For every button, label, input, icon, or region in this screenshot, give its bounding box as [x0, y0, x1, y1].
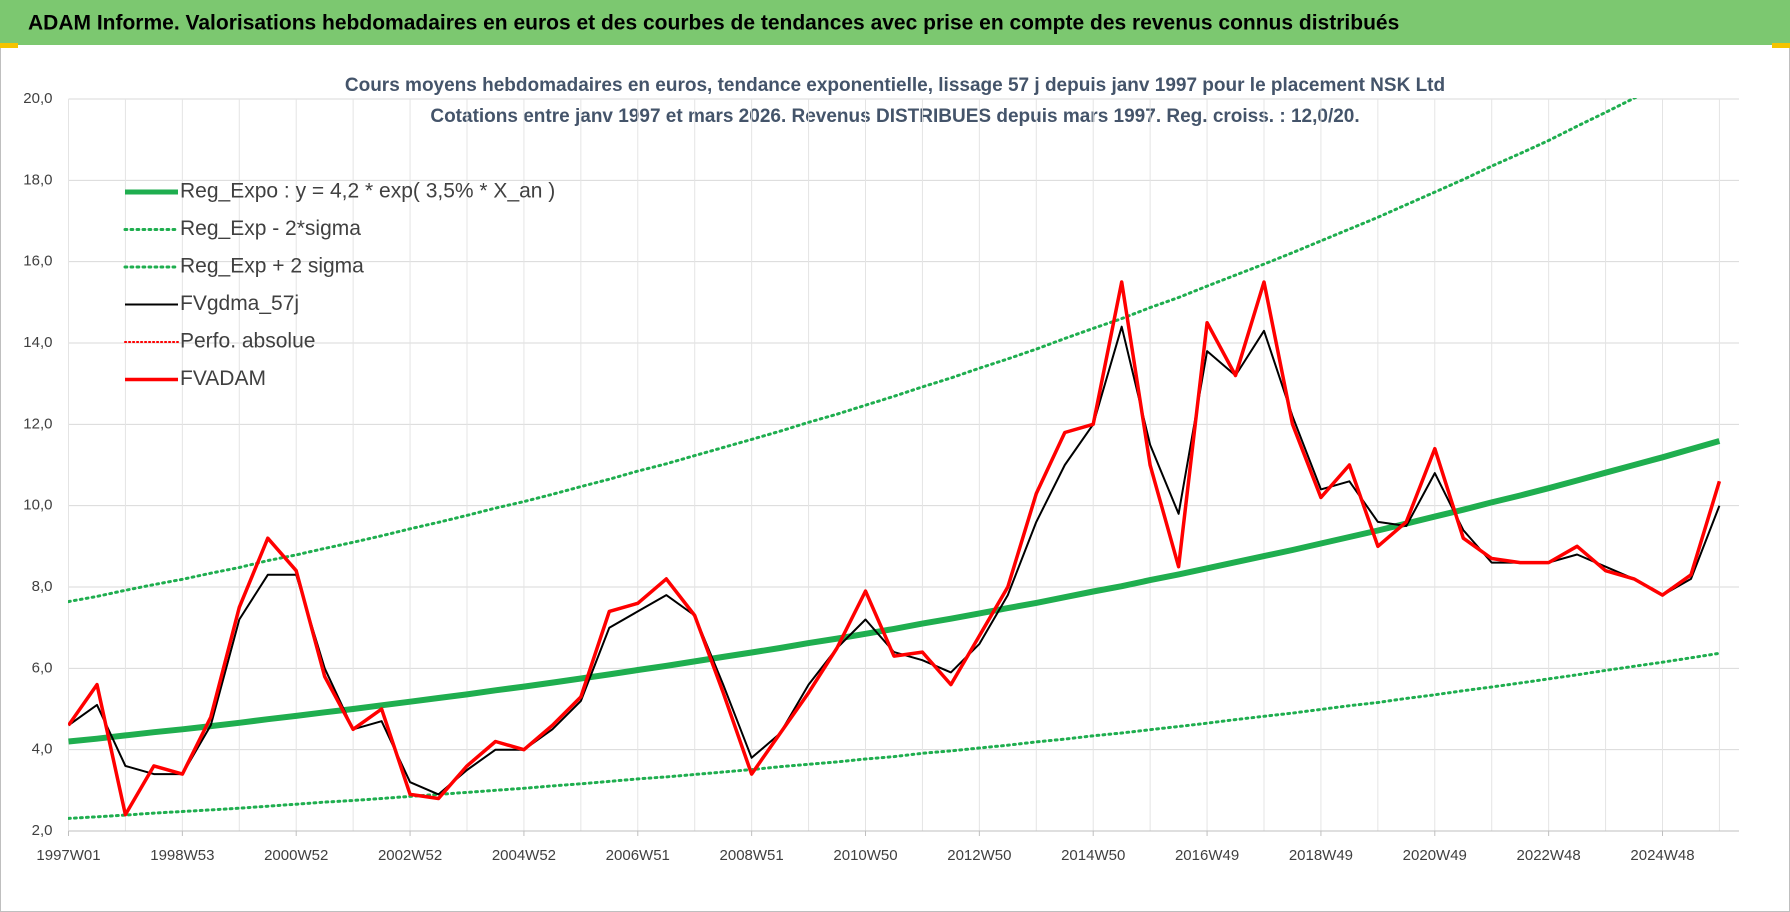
- legend-label: FVADAM: [180, 367, 266, 390]
- x-tick-label: 2016W49: [1175, 847, 1239, 864]
- series-line: [68, 98, 1638, 604]
- x-tick-label: 2000W52: [264, 847, 328, 864]
- series-line: [68, 280, 1722, 817]
- x-tick-label: 2022W48: [1517, 847, 1581, 864]
- plot: [68, 98, 1722, 820]
- x-tick-label: 2018W49: [1289, 847, 1353, 864]
- y-tick-label: 18,0: [23, 171, 52, 188]
- x-tick-label: 2020W49: [1403, 847, 1467, 864]
- y-tick-label: 4,0: [32, 741, 53, 758]
- x-tick-label: 2014W50: [1061, 847, 1125, 864]
- series-line: [68, 651, 1721, 820]
- chart-subtitle: Cotations entre janv 1997 et mars 2026. …: [430, 106, 1359, 127]
- chart-title: Cours moyens hebdomadaires en euros, ten…: [345, 75, 1445, 96]
- x-tick-label: 2002W52: [378, 847, 442, 864]
- corner-mark: [1772, 43, 1790, 48]
- header-title: ADAM Informe. Valorisations hebdomadaire…: [28, 12, 1399, 35]
- legend-label: Reg_Exp - 2*sigma: [180, 217, 361, 240]
- y-tick-label: 2,0: [32, 822, 53, 839]
- grid: 2,0 4,0 6,0 8,0 10,0 12,0 14,0 16,0 18,0 20,0 1997…: [23, 90, 1739, 864]
- y-tick-label: 16,0: [23, 253, 52, 270]
- y-tick-label: 12,0: [23, 415, 52, 432]
- x-tick-label: 2008W51: [720, 847, 784, 864]
- header-bar: [0, 0, 1790, 45]
- legend-label: Reg_Expo : y = 4,2 * exp( 3,5% * X_an ): [180, 180, 555, 203]
- x-tick-label: 2006W51: [606, 847, 670, 864]
- x-tick-label: 2012W50: [947, 847, 1011, 864]
- y-tick-label: 14,0: [23, 334, 52, 351]
- x-tick-label: 1998W53: [150, 847, 214, 864]
- corner-mark: [0, 43, 18, 48]
- y-tick-label: 8,0: [32, 578, 53, 595]
- x-tick-label: 1997W01: [36, 847, 100, 864]
- legend-label: FVgdma_57j: [180, 292, 299, 315]
- x-tick-label: 2010W50: [833, 847, 897, 864]
- x-tick-label: 2004W52: [492, 847, 556, 864]
- x-tick-label: 2024W48: [1630, 847, 1694, 864]
- y-tick-label: 6,0: [32, 659, 53, 676]
- legend: Reg_Expo : y = 4,2 * exp( 3,5% * X_an ) R…: [123, 180, 555, 390]
- legend-label: Perfo. absolue: [180, 330, 315, 353]
- legend-label: Reg_Exp + 2 sigma: [180, 255, 364, 278]
- y-tick-label: 20,0: [23, 90, 52, 107]
- y-tick-label: 10,0: [23, 497, 52, 514]
